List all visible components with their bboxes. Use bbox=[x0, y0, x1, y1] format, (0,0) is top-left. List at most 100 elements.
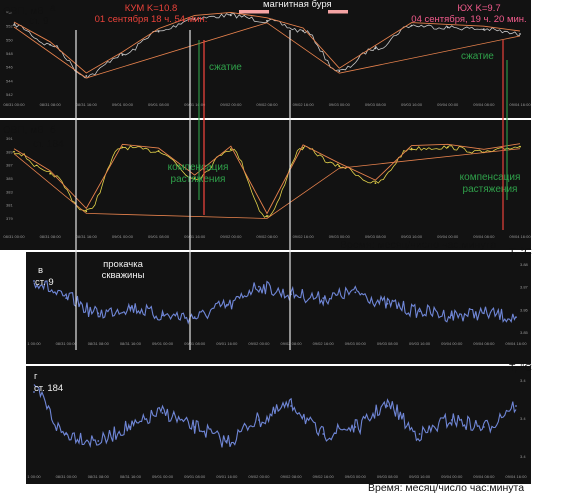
y-tick-label: 3.85 bbox=[520, 330, 529, 335]
data-point bbox=[386, 405, 389, 407]
data-point bbox=[418, 310, 421, 313]
panel-b-time-axis-label: Время: месяц/число час:минута bbox=[340, 239, 497, 251]
x-tick-label: 09/03 00:00 bbox=[329, 234, 351, 239]
x-tick-label: 09/01 16:00 bbox=[216, 341, 238, 346]
panel-a-ylabel: ОВП, мВ bbox=[3, 6, 44, 17]
x-tick-label: 09/03 08:00 bbox=[365, 102, 387, 107]
data-point bbox=[161, 314, 164, 317]
data-point bbox=[97, 440, 100, 442]
y-tick-label: 3.4 bbox=[520, 416, 526, 421]
y-tick-label: 385 bbox=[6, 176, 13, 181]
y-tick-label: 379 bbox=[6, 216, 13, 221]
chart-c-plot: 1 00:00 08/31 00:00 08/31 08:00 08/31 16:00… bbox=[27, 262, 529, 346]
x-tick-label: 08/31 16:00 bbox=[76, 102, 98, 107]
kum-event-title: КУМ K=10.8 bbox=[124, 3, 178, 14]
x-tick-label: 09/04 16:00 bbox=[509, 102, 531, 107]
data-point bbox=[193, 177, 196, 180]
envelope-trend-line bbox=[13, 148, 521, 219]
data-point bbox=[97, 312, 100, 315]
x-tick-label: 08/31 16:00 bbox=[76, 234, 98, 239]
envelope-line bbox=[13, 11, 521, 74]
x-tick-label: 08/31 08:00 bbox=[88, 341, 110, 346]
x-tick-label: 09/03 16:00 bbox=[401, 234, 423, 239]
panel-c-letter: в bbox=[38, 265, 44, 276]
data-point bbox=[258, 419, 260, 421]
data-point bbox=[446, 26, 449, 29]
x-tick-label: 09/01 00:00 bbox=[112, 234, 134, 239]
x-tick-label: 09/02 16:00 bbox=[313, 341, 335, 346]
data-point bbox=[519, 145, 521, 148]
data-point bbox=[225, 304, 228, 307]
x-tick-label: 08/31 16:00 bbox=[120, 474, 142, 479]
x-tick-label: 09/03 08:00 bbox=[365, 234, 387, 239]
x-tick-label: 08/31 08:00 bbox=[40, 234, 62, 239]
kum-event-time: 01 сентября 18 ч. 54 мин. bbox=[94, 14, 208, 25]
data-point bbox=[85, 75, 88, 77]
data-point bbox=[229, 14, 232, 17]
data-point bbox=[121, 146, 124, 149]
y-tick-label: 548 bbox=[6, 51, 13, 56]
x-tick-label: 09/01 16:00 bbox=[184, 234, 206, 239]
data-point bbox=[410, 24, 413, 27]
extension-compensation-label-2-line2: растяжения bbox=[462, 184, 518, 195]
x-tick-label: 09/02 00:00 bbox=[220, 234, 242, 239]
extension-compensation-label-1-line2: растяжения bbox=[170, 174, 226, 185]
x-tick-label: 1 00:00 bbox=[27, 474, 41, 479]
data-point bbox=[322, 433, 325, 435]
x-tick-label: 09/03 16:00 bbox=[409, 341, 431, 346]
x-tick-label: 09/02 16:00 bbox=[293, 102, 315, 107]
y-tick-label: 391 bbox=[6, 136, 13, 141]
data-point bbox=[129, 426, 132, 428]
data-point bbox=[374, 47, 377, 50]
data-point bbox=[33, 280, 35, 282]
data-point bbox=[121, 54, 124, 56]
x-tick-label: 09/01 08:00 bbox=[184, 341, 206, 346]
data-point bbox=[161, 412, 164, 414]
data-point bbox=[482, 426, 485, 428]
panel-a-station: ст. 9 bbox=[29, 16, 49, 27]
panel-b-ovp-station-184: 08/31 00:00 08/31 08:00 08/31 16:00 09/01 0… bbox=[0, 120, 531, 250]
data-point bbox=[482, 28, 485, 31]
x-tick-label: 09/03 16:00 bbox=[401, 102, 423, 107]
series-line bbox=[13, 145, 521, 218]
panel-c-station: ст. 9 bbox=[35, 277, 54, 288]
panel-d-station: ст. 184 bbox=[34, 383, 64, 394]
x-tick-label: 09/02 08:00 bbox=[256, 234, 278, 239]
y-tick-label: 550 bbox=[6, 37, 13, 42]
data-point bbox=[410, 147, 413, 150]
data-point bbox=[157, 150, 160, 152]
y-tick-label: 552 bbox=[6, 24, 13, 29]
x-tick-label: 09/01 16:00 bbox=[216, 474, 238, 479]
x-tick-label: 09/04 00:00 bbox=[437, 234, 459, 239]
y-tick-label: 554 bbox=[6, 10, 13, 15]
panel-d-temperature-station-184: 1 00:00 08/31 00:00 08/31 08:00 08/31 16:00… bbox=[26, 366, 531, 484]
x-tick-label: 09/02 16:00 bbox=[293, 234, 315, 239]
x-tick-label: 09/01 08:00 bbox=[184, 474, 206, 479]
chart-b-plot: 08/31 00:00 08/31 08:00 08/31 16:00 09/01 0… bbox=[3, 136, 531, 239]
panel-c-temperature-station-9: 1 00:00 08/31 00:00 08/31 08:00 08/31 16:00… bbox=[26, 252, 531, 364]
compression-label-1: сжатие bbox=[209, 62, 242, 73]
x-tick-label: 09/03 08:00 bbox=[377, 474, 399, 479]
data-point bbox=[302, 147, 305, 149]
x-tick-label: 09/04 08:00 bbox=[473, 474, 495, 479]
y-tick-label: 3.4 bbox=[520, 378, 526, 383]
series-line bbox=[33, 384, 517, 449]
y-tick-label: 544 bbox=[6, 78, 13, 83]
data-point bbox=[65, 433, 68, 435]
x-tick-label: 09/03 00:00 bbox=[345, 341, 367, 346]
data-point bbox=[290, 293, 292, 296]
x-tick-label: 09/01 16:00 bbox=[184, 102, 206, 107]
chart-a-plot: 08/31 00:00 08/31 08:00 08/31 16:00 09/01 0… bbox=[3, 10, 531, 107]
data-point bbox=[322, 297, 325, 299]
x-tick-label: 09/03 00:00 bbox=[345, 474, 367, 479]
data-point bbox=[374, 182, 377, 185]
data-point bbox=[354, 426, 357, 428]
x-tick-label: 09/01 00:00 bbox=[152, 474, 174, 479]
x-tick-label: 08/31 00:00 bbox=[56, 474, 78, 479]
data-point bbox=[450, 314, 453, 317]
y-tick-label: 3.4 bbox=[520, 454, 526, 459]
y-tick-label: 389 bbox=[6, 149, 13, 154]
panel-d-ylabel: T, °C bbox=[509, 362, 532, 374]
y-tick-label: 3.86 bbox=[520, 307, 529, 312]
pumping-label-line2: скважины bbox=[101, 270, 145, 281]
